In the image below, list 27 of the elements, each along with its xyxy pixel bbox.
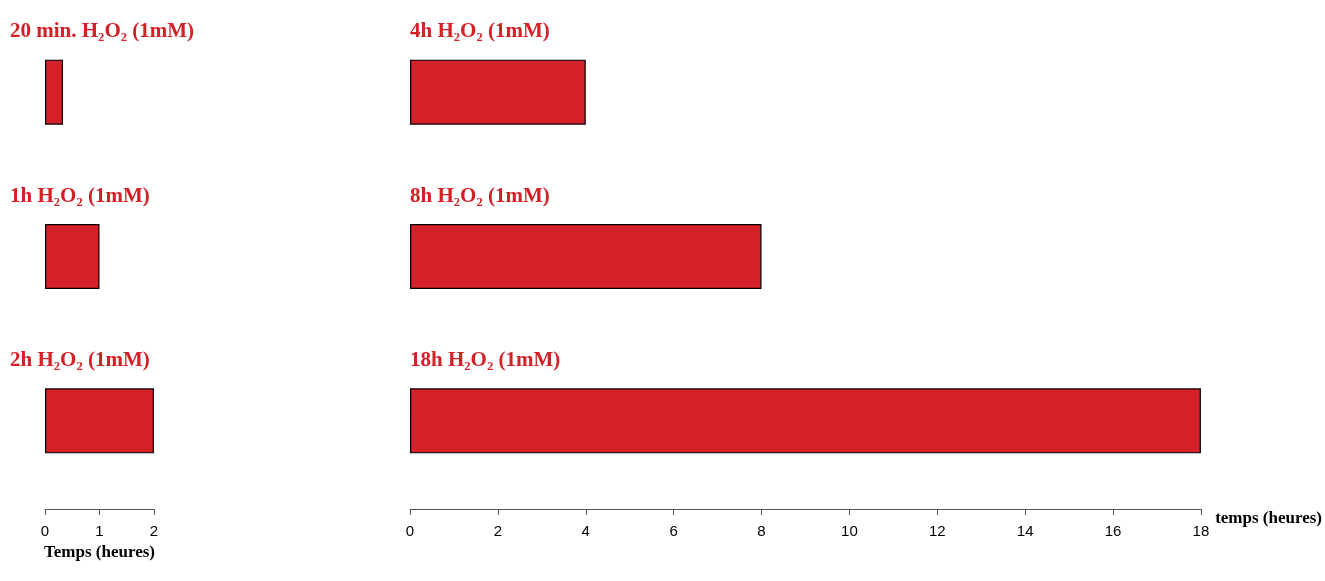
y-tick-label: 20 min. H₂O₂ (1mM): [10, 18, 195, 43]
x-tick-label: 10: [841, 522, 858, 539]
x-tick-label: 16: [1104, 522, 1122, 539]
x-tick-label: 2: [493, 522, 503, 539]
x-tick-label: 12: [928, 522, 946, 539]
bar: [410, 388, 1201, 454]
y-tick-label: 4h H₂O₂ (1mM): [410, 18, 550, 43]
x-tick-label: 1: [95, 522, 104, 539]
bar: [45, 59, 63, 125]
x-axis-title: Temps (heures): [44, 541, 155, 561]
y-tick-label: 18h H₂O₂ (1mM): [410, 346, 561, 371]
bar: [410, 59, 586, 125]
x-tick-label: 2: [149, 522, 159, 539]
x-tick-label: 8: [757, 522, 766, 539]
y-tick-label: 2h H₂O₂ (1mM): [10, 346, 150, 371]
x-tick-label: 4: [581, 522, 590, 539]
x-tick-label: 18: [1192, 522, 1210, 539]
x-tick-label: 6: [669, 522, 678, 539]
y-tick-label: 8h H₂O₂ (1mM): [410, 182, 550, 207]
x-tick-label: 0: [405, 522, 415, 539]
y-tick-label: 1h H₂O₂ (1mM): [10, 182, 150, 207]
bar: [410, 224, 762, 289]
x-tick-label: 0: [40, 522, 50, 539]
bar: [45, 224, 100, 289]
x-axis-title: temps (heures): [1215, 508, 1322, 527]
x-tick-label: 14: [1016, 522, 1034, 539]
bar: [45, 388, 154, 454]
